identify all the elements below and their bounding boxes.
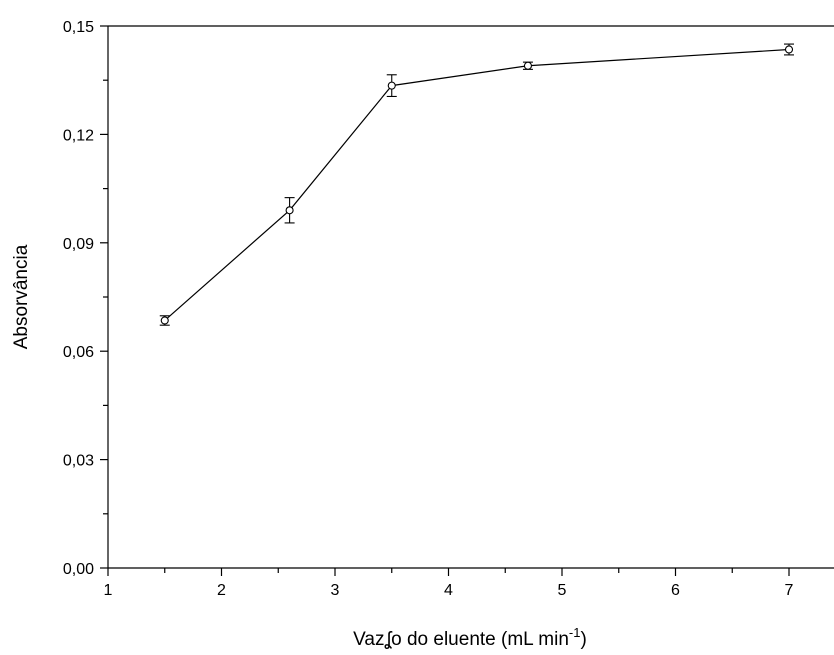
x-axis-ticks: 1 2 3 4 5 6 7 (104, 568, 794, 599)
data-point (523, 61, 533, 70)
axes (107, 25, 834, 569)
x-tick-label: 5 (558, 582, 567, 599)
y-tick-label: 0,03 (63, 453, 94, 470)
x-tick-label: 7 (785, 582, 794, 599)
y-tick-label: 0,12 (63, 127, 94, 144)
data-point (160, 316, 169, 325)
x-tick-label: 1 (104, 582, 113, 599)
data-point (784, 45, 794, 54)
data-point (285, 206, 294, 215)
series (159, 43, 794, 326)
x-tick-label: 2 (217, 582, 226, 599)
x-tick-label: 4 (444, 582, 453, 599)
y-axis-ticks: 0,00 0,03 0,06 0,09 0,12 0,15 (63, 19, 108, 578)
y-tick-label: 0,15 (63, 19, 94, 36)
y-axis-title: Absorvância (11, 244, 32, 349)
series-line (164, 48, 790, 321)
y-tick-label: 0,06 (63, 344, 94, 361)
x-tick-label: 3 (331, 582, 340, 599)
y-tick-label: 0,00 (63, 561, 94, 578)
x-tick-label: 6 (671, 582, 680, 599)
data-point (387, 81, 396, 90)
x-axis-title: Vazʆo do eluente (mL min-1) (353, 625, 587, 650)
y-tick-label: 0,09 (63, 236, 94, 253)
